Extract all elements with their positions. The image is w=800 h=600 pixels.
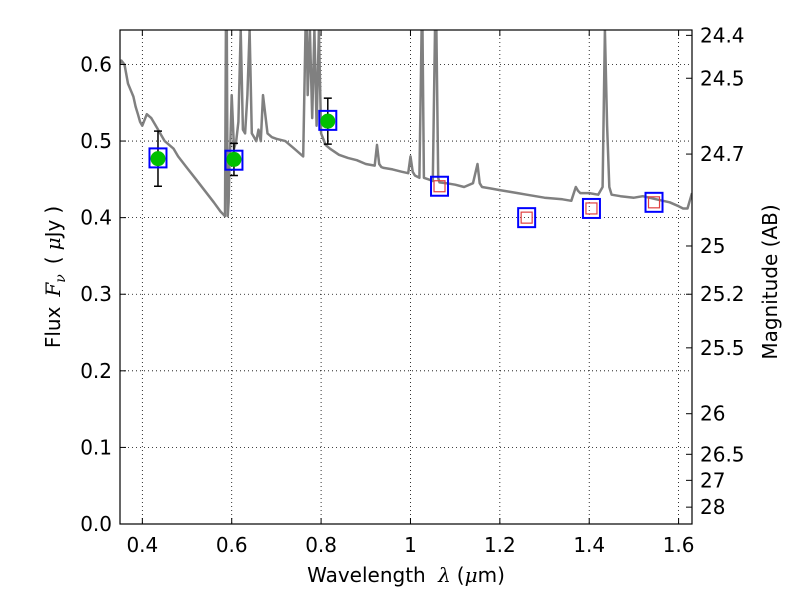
right-tick-label: 26.5 (700, 442, 745, 466)
plot-frame (119, 29, 693, 525)
model-photometry-marker (224, 149, 244, 171)
model-photometry-marker (644, 191, 664, 213)
x-tick-label: 1.4 (573, 533, 605, 557)
y-tick-label: 0.0 (80, 512, 112, 536)
x-tick-label: 1.2 (484, 533, 516, 557)
x-tick-label: 0.8 (305, 533, 337, 557)
y-tick-label: 0.2 (80, 359, 112, 383)
right-tick-label: 24.5 (700, 66, 745, 90)
right-tick-label: 27 (700, 468, 725, 492)
detection-marker (226, 151, 242, 167)
model-photometry-marker (581, 197, 601, 219)
x-axis-label: Wavelength λ (μm) (307, 563, 505, 587)
model-photometry-marker (318, 109, 338, 131)
upper-limit-marker (520, 211, 533, 224)
upper-limit-marker (433, 180, 446, 193)
y-tick-label: 0.3 (80, 282, 112, 306)
detection-marker (320, 113, 336, 129)
x-tick-label: 1 (404, 533, 417, 557)
right-tick-label: 25.5 (700, 336, 745, 360)
spectrum-line (120, 30, 692, 218)
spectrum-layer (120, 30, 692, 218)
upper-limit-marker (647, 196, 661, 209)
right-tick-label: 28 (700, 495, 725, 519)
x-tick-label: 0.4 (126, 533, 158, 557)
model-photometry-marker (430, 175, 450, 197)
tick-layer: 0.4 0.6 0.8 1 1.2 1.4 1.6 0.0 0.1 0.2 0.3 0.4 0.5 0.6… (80, 23, 744, 557)
right-tick-label: 25.2 (700, 282, 745, 306)
marker-layer (148, 97, 664, 229)
right-tick-label: 24.4 (700, 23, 745, 47)
right-tick-label: 25 (700, 234, 725, 258)
model-photometry-marker (517, 207, 537, 229)
detection-marker (150, 151, 166, 167)
y-tick-label: 0.5 (80, 129, 112, 153)
x-tick-label: 0.6 (216, 533, 248, 557)
y-tick-label: 0.6 (80, 52, 112, 76)
model-photometry-marker (148, 147, 168, 169)
x-tick-label: 1.6 (663, 533, 695, 557)
y-tick-label: 0.1 (80, 435, 112, 459)
right-tick-label: 26 (700, 402, 725, 426)
y-axis-label: FluxFν(μJy) (41, 206, 69, 348)
upper-limit-marker (585, 202, 598, 215)
y-tick-label: 0.4 (80, 206, 112, 230)
right-tick-label: 24.7 (700, 142, 745, 166)
right-axis-label: Magnitude (AB) (758, 204, 782, 359)
